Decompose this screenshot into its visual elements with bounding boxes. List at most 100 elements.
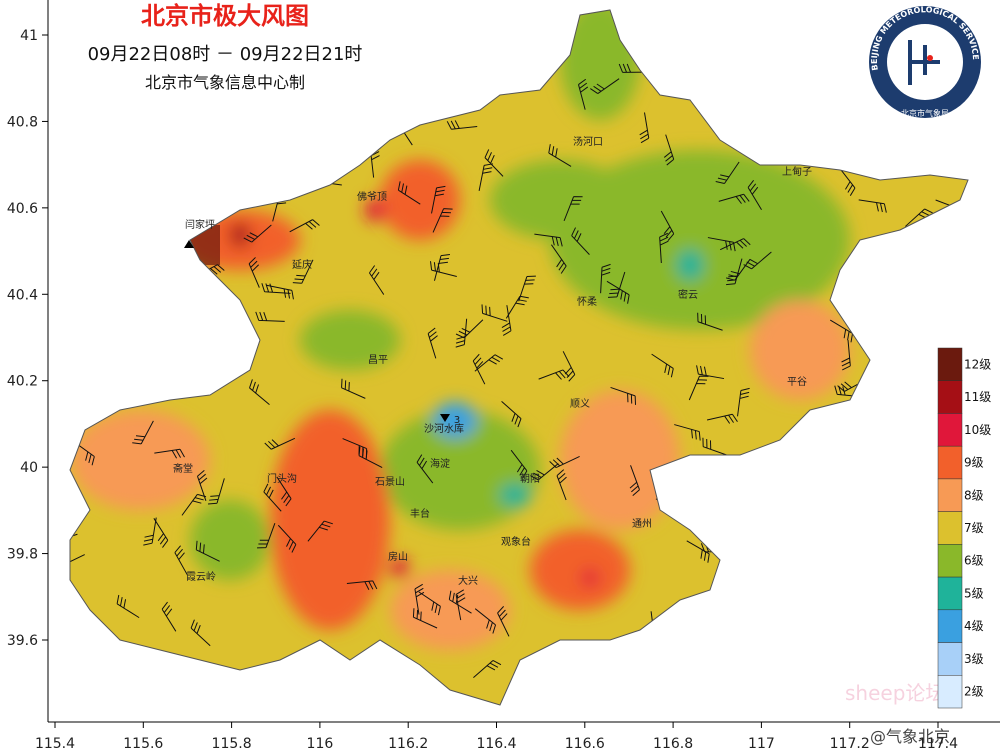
wind-barb: [358, 60, 370, 92]
wind-barb: [261, 283, 291, 294]
wind-barb: [374, 660, 395, 685]
wind-barb: [841, 340, 851, 371]
wind-barb: [397, 181, 421, 205]
wind-barb: [414, 583, 425, 615]
wind-barb: [914, 369, 942, 385]
wind-barb: [840, 427, 870, 444]
wind-barb: [316, 15, 338, 41]
wind-barb: [651, 353, 674, 378]
wind-barb: [916, 627, 926, 659]
lon-tick-label: 117.2: [830, 736, 870, 752]
producer: 北京市气象信息中心制: [145, 73, 305, 92]
wind-barb: [123, 323, 151, 343]
legend-label: 2级: [964, 685, 984, 699]
wind-barb: [154, 448, 185, 459]
wind-barb: [743, 251, 772, 270]
wind-barb: [707, 237, 736, 252]
wind-barb: [360, 38, 386, 58]
lon-tick-label: 116.8: [653, 736, 693, 752]
wind-barb: [478, 163, 494, 191]
wind-barb: [474, 354, 504, 372]
wind-barb: [358, 446, 383, 468]
legend-swatch: [937, 478, 963, 512]
wind-barb: [257, 522, 276, 549]
place-label: 霞云岭: [186, 570, 216, 583]
legend-swatch: [937, 544, 963, 578]
place-label: 佛爷顶: [357, 190, 387, 203]
wind-barb: [577, 78, 589, 110]
wind-barb: [674, 424, 701, 441]
wind-barb: [736, 625, 763, 643]
wind-barb: [288, 174, 320, 186]
wind-barb: [346, 580, 378, 590]
wind-barb: [754, 491, 765, 523]
wind-barb: [175, 119, 198, 144]
wind-barb: [474, 608, 497, 634]
wind-barb: [145, 230, 176, 243]
wind-barb: [530, 463, 559, 481]
wind-barb: [905, 208, 933, 227]
wind-barb: [117, 227, 148, 239]
wind-barb: [176, 314, 208, 325]
lon-tick-label: 115.8: [212, 736, 252, 752]
wind-barb: [70, 242, 77, 266]
place-label: 昌平: [368, 354, 388, 366]
place-label: 上甸子: [782, 165, 812, 178]
wind-barb: [655, 498, 685, 511]
wind-barb: [837, 378, 868, 392]
wind-barb: [833, 90, 863, 107]
period: 09月22日08时 － 09月22日21时: [88, 44, 363, 65]
wind-barb: [474, 63, 501, 85]
lon-tick-label: 116.2: [388, 736, 428, 752]
wind-barb: [81, 384, 96, 413]
lon-tick-label: 116.6: [565, 736, 605, 752]
legend-swatch: [937, 445, 963, 480]
place-label: 通州: [632, 518, 652, 530]
wind-barb: [292, 259, 314, 284]
wind-barb: [688, 375, 709, 401]
watermark: sheep论坛: [845, 681, 945, 705]
wind-barb: [289, 219, 320, 233]
legend-label: 8级: [964, 488, 984, 502]
wind-barb: [702, 647, 734, 658]
wind-barb: [143, 517, 157, 546]
wind-barb: [501, 400, 522, 428]
wind-barb: [70, 239, 92, 261]
wind-barb: [70, 348, 71, 359]
lat-tick-label: 39.6: [7, 633, 38, 649]
place-label: 延庆: [292, 258, 312, 271]
wind-barb: [904, 424, 922, 454]
wind-barb: [834, 385, 864, 398]
wind-barb: [341, 378, 366, 399]
wind-barb: [174, 545, 189, 576]
wind-barb: [518, 275, 536, 302]
place-label: 大兴: [458, 574, 478, 587]
place-label: 丰台: [410, 507, 430, 520]
place-label: 密云: [678, 288, 698, 301]
wind-barb: [266, 284, 294, 300]
legend-label: 6级: [964, 554, 984, 568]
wind-barb: [276, 476, 292, 507]
wind-barb: [72, 440, 95, 466]
wind-barb: [707, 64, 737, 82]
wind-barb: [255, 311, 285, 322]
wind-barb: [618, 63, 649, 73]
wind-barb: [84, 266, 116, 277]
wind-barb: [494, 64, 514, 92]
wind-barb: [829, 319, 854, 343]
wind-barb: [726, 258, 743, 286]
wind-barb: [116, 594, 140, 619]
lon-tick-label: 116.4: [476, 736, 516, 752]
wind-barb: [265, 102, 287, 127]
wind-barb: [696, 365, 725, 380]
wind-barb: [800, 593, 818, 622]
wind-barb: [549, 455, 580, 469]
wind-barb: [663, 134, 675, 166]
wind-barb: [894, 434, 917, 458]
wind-barb: [725, 258, 751, 281]
wind-barb: [70, 132, 73, 159]
wind-barb: [130, 304, 151, 331]
legend-swatch: [937, 380, 963, 414]
wind-barb: [813, 544, 832, 570]
